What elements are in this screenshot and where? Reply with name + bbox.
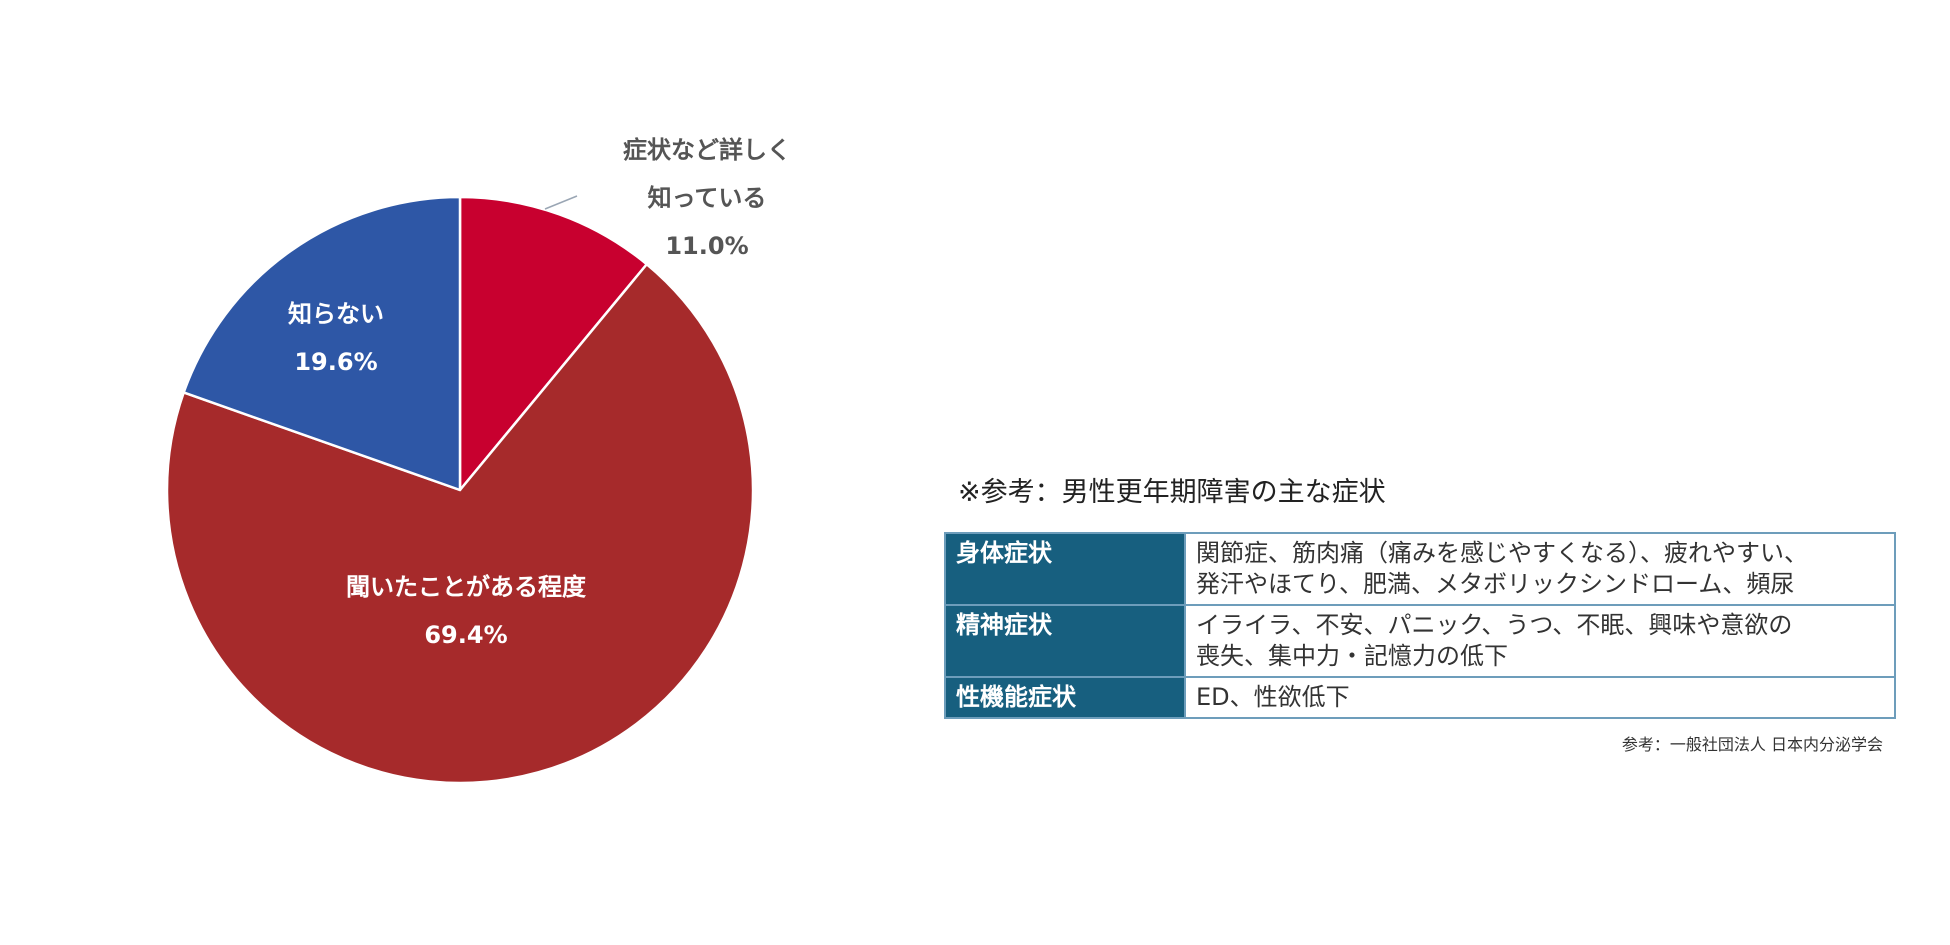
symptom-category: 精神症状 xyxy=(944,604,1186,678)
symptom-description: ED、性欲低下 xyxy=(1184,676,1896,719)
symptom-category: 身体症状 xyxy=(944,532,1186,606)
slice-value-label: 69.4% xyxy=(424,621,507,649)
slice-unaware xyxy=(182,195,462,492)
symptom-line: イライラ、不安、パニック、うつ、不眠、興味や意欲の xyxy=(1196,611,1793,639)
symptom-category: 性機能症状 xyxy=(944,676,1186,719)
slice-name-label: 知らない xyxy=(288,300,384,328)
table-row: 精神症状 イライラ、不安、パニック、うつ、不眠、興味や意欲の 喪失、集中力・記憶… xyxy=(944,604,1896,678)
note-title: ※参考：男性更年期障害の主な症状 xyxy=(958,477,1386,508)
slice-value-label: 19.6% xyxy=(294,348,377,376)
symptom-description: 関節症、筋肉痛（痛みを感じやすくなる）、疲れやすい、 発汗やほてり、肥満、メタボ… xyxy=(1184,532,1896,606)
slice-name-label: 聞いたことがある程度 xyxy=(346,573,587,601)
symptom-line: 関節症、筋肉痛（痛みを感じやすくなる）、疲れやすい、 xyxy=(1196,539,1808,567)
slice-name-label: 症状など詳しく xyxy=(623,136,791,164)
pie-slices xyxy=(165,195,755,785)
source-note: 参考：一般社団法人 日本内分泌学会 xyxy=(1621,735,1883,754)
slice-value-label: 11.0% xyxy=(665,232,748,260)
symptom-description: イライラ、不安、パニック、うつ、不眠、興味や意欲の 喪失、集中力・記憶力の低下 xyxy=(1184,604,1896,678)
table-row: 性機能症状 ED、性欲低下 xyxy=(944,676,1896,719)
symptom-line: 喪失、集中力・記憶力の低下 xyxy=(1196,642,1508,670)
slice-heard-of-it xyxy=(165,262,755,785)
slice-name-label: 知っている xyxy=(648,184,767,212)
table-row: 身体症状 関節症、筋肉痛（痛みを感じやすくなる）、疲れやすい、 発汗やほてり、肥… xyxy=(944,532,1896,606)
symptom-line: ED、性欲低下 xyxy=(1196,683,1350,711)
callout-line xyxy=(544,195,578,210)
symptom-table: 身体症状 関節症、筋肉痛（痛みを感じやすくなる）、疲れやすい、 発汗やほてり、肥… xyxy=(944,532,1896,719)
slice-detailed-knowledge xyxy=(458,195,649,492)
symptom-line: 発汗やほてり、肥満、メタボリックシンドローム、頻尿 xyxy=(1196,570,1795,598)
